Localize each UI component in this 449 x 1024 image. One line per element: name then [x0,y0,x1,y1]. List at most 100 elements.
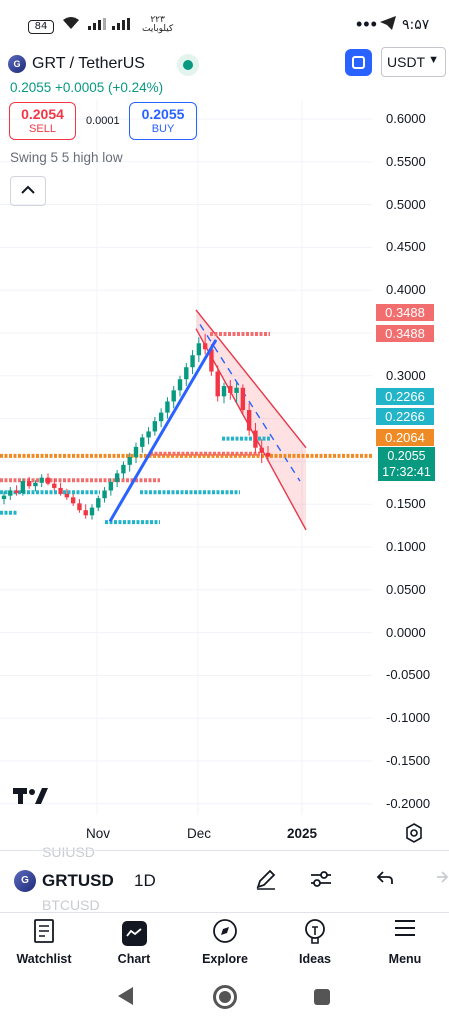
nav-label: Ideas [299,952,331,966]
watchlist-ghost-symbol: BTCUSD [42,897,100,913]
data-speed: ۲۲۳ کیلوبایت [142,16,173,34]
pencil-draw-icon[interactable] [255,868,277,896]
y-tick-label: 0.0500 [386,581,426,597]
collapse-legend-button[interactable] [10,176,46,206]
candle-body [184,367,189,380]
y-tick-label: -0.1000 [386,710,431,726]
y-tick-label: 0.5000 [386,196,426,212]
home-icon[interactable] [213,985,237,1009]
chart-icon [90,918,178,946]
signal-icon [88,18,108,33]
coin-logo-icon: G [8,55,26,73]
candle-body [165,401,170,413]
price-level-tag: 0.2064 [376,429,434,446]
chevron-down-icon: ▼ [428,54,439,66]
price-level-tag: 0.3488 [376,304,434,321]
market-open-icon [177,54,199,76]
candle-body [190,355,195,368]
symbol-title[interactable]: GRT / TetherUS [32,55,145,72]
candle-body [1,495,7,500]
fullscreen-button[interactable] [345,49,372,76]
candle-body [240,387,246,411]
data-speed-value: ۲۲۳ [150,15,165,25]
candle-body [33,482,38,487]
candle-body [228,386,233,393]
nav-label: Chart [117,952,151,966]
candle-body [259,447,264,453]
channel-upper-line [195,309,307,449]
candle-body [8,490,13,496]
candle-body [234,387,239,393]
redo-icon[interactable] [430,868,449,894]
candle-body [146,431,151,438]
current-price-tag: 0.2055 17:32:41 [378,447,435,481]
more-dots-icon: ••• [356,14,378,34]
y-tick-label: -0.2000 [386,795,431,811]
symbol-search-button[interactable]: GRTUSD [42,871,114,890]
lightbulb-icon [271,918,359,946]
y-tick-label: 0.1000 [386,539,426,554]
candle-body [221,386,227,397]
price-level-tag: 0.2266 [376,388,434,405]
candle-body [196,343,202,356]
interval-button[interactable]: 1D [134,871,156,890]
chart-settings-icon[interactable] [404,823,424,848]
price-level-tag: 0.2266 [376,408,434,425]
candle-body [140,437,145,447]
candle-body [121,464,126,474]
currency-value: USDT [387,54,426,70]
y-tick-label: 0.5500 [386,153,426,169]
nav-chart[interactable]: Chart [90,914,178,974]
recent-apps-icon[interactable] [314,989,330,1005]
nav-menu[interactable]: Menu [361,914,449,974]
tradingview-logo[interactable] [13,786,49,812]
wifi-icon [62,16,80,35]
nav-explore[interactable]: Explore [181,914,269,974]
y-tick-label: 0.3000 [386,367,426,383]
candle-body [152,421,158,432]
candle-body [133,446,139,458]
currency-select[interactable]: USDT ▼ [381,47,446,77]
battery-icon: 84 [28,20,54,34]
compass-icon [181,918,269,946]
price-chart[interactable] [0,100,449,820]
telegram-icon [380,16,396,34]
current-price: 0.2055 [387,449,426,463]
buy-label: BUY [151,123,175,135]
signal-icon [112,18,132,33]
candle-body [77,503,82,511]
indicators-sliders-icon[interactable] [309,868,333,896]
nav-ideas[interactable]: Ideas [271,914,359,974]
chevron-up-icon [21,185,35,194]
y-tick-label: -0.1500 [386,753,431,768]
y-tick-label: 0.6000 [386,111,426,126]
sell-label: SELL [29,123,56,135]
candle-body [202,343,208,350]
undo-icon[interactable] [375,868,395,894]
indicator-legend[interactable]: Swing 5 5 high low [10,150,123,165]
nav-watchlist[interactable]: Watchlist [0,914,88,974]
x-tick-label: 2025 [287,826,318,841]
candle-body [158,412,164,422]
spread-value: 0.0001 [86,115,120,127]
candle-body [26,481,32,487]
candle-body [215,371,220,397]
rally-trendline [108,339,218,523]
y-tick-label: 0.0000 [386,624,426,640]
sell-button[interactable]: 0.2054 SELL [9,102,76,140]
symbol-header[interactable]: G GRT / TetherUS [8,52,145,76]
candle-body [253,430,258,448]
candle-body [246,410,252,431]
coin-logo-icon: G [14,870,36,892]
candle-body [127,457,132,465]
back-icon[interactable] [118,987,133,1005]
status-bar: 84 ۲۲۳ کیلوبایت ••• ۹:۵۷ [0,0,449,48]
candle-body [52,483,57,488]
x-tick-label: Dec [187,826,212,841]
clock: ۹:۵۷ [402,17,430,33]
buy-button[interactable]: 0.2055 BUY [129,102,197,140]
y-tick-label: -0.0500 [386,667,431,683]
candle-body [39,477,44,483]
nav-label: Explore [202,952,248,966]
candle-body [265,452,271,457]
